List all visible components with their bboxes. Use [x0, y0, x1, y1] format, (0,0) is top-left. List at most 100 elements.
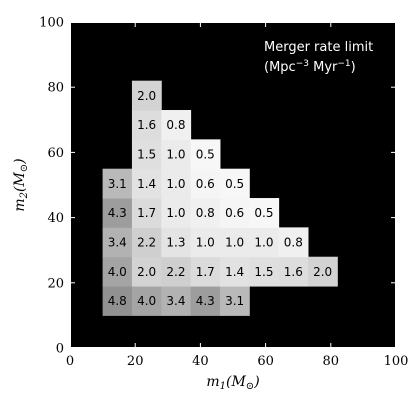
heatmap-cell [161, 227, 192, 258]
x-tick-label: 100 [384, 354, 409, 369]
cell-value-label: 1.0 [225, 236, 244, 250]
heatmap-cell [102, 227, 133, 258]
heatmap-cell [131, 168, 162, 199]
heatmap-cell [190, 168, 221, 199]
heatmap-cell [190, 139, 221, 170]
heatmap-cell [161, 198, 192, 228]
annotation-line2-sup1: −3 [296, 59, 309, 69]
heatmap-cell [219, 168, 250, 199]
cell-value-label: 0.6 [225, 206, 244, 220]
cell-value-label: 1.0 [166, 177, 185, 191]
cell-value-label: 3.4 [108, 236, 127, 250]
heatmap-cell [190, 256, 221, 287]
cell-value-label: 1.4 [137, 177, 156, 191]
cell-value-label: 1.0 [166, 148, 185, 162]
cell-value-label: 1.0 [166, 206, 185, 220]
x-axis-label-close: ) [253, 374, 259, 390]
x-axis-label-sub: 1 [220, 381, 226, 392]
heatmap-cell [219, 227, 250, 258]
x-tick-label: 0 [66, 354, 74, 369]
cell-value-label: 3.1 [108, 177, 127, 191]
cell-value-label: 1.6 [284, 265, 303, 279]
cell-value-label: 4.0 [108, 265, 127, 279]
cell-value-label: 2.0 [137, 89, 156, 103]
cell-value-label: 0.5 [196, 148, 215, 162]
cell-value-label: 0.5 [254, 206, 273, 220]
heatmap-cell [249, 198, 280, 228]
x-axis-label-unit-sub: ⊙ [246, 381, 254, 392]
cell-value-label: 3.4 [166, 294, 185, 308]
cell-value-label: 1.5 [137, 148, 156, 162]
y-tick-label: 100 [39, 16, 64, 31]
cell-value-label: 3.1 [225, 294, 244, 308]
heatmap-cell [190, 286, 221, 316]
heatmap-cell [131, 198, 162, 228]
cell-value-label: 0.5 [225, 177, 244, 191]
heatmap-cell [102, 168, 133, 199]
cells-layer: 4.8 4.0 3.4 4.3 3.1 4.0 2.0 2.2 1.7 1.4 1.5 1.6 2.0 3… [102, 80, 338, 316]
heatmap-cell [102, 286, 133, 316]
heatmap-cell [131, 227, 162, 258]
cell-value-label: 4.3 [108, 206, 127, 220]
heatmap-cell [102, 198, 133, 228]
x-tick-label: 40 [192, 354, 209, 369]
x-tick-label: 80 [323, 354, 340, 369]
x-tick-label: 60 [257, 354, 274, 369]
cell-value-label: 1.0 [254, 236, 273, 250]
cell-value-label: 1.3 [166, 236, 185, 250]
annotation-line2: (Mpc−3 Myr−1) [264, 59, 356, 75]
y-tick-label: 80 [47, 81, 64, 96]
cell-value-label: 1.6 [137, 118, 156, 132]
y-axis-label-unit: (M [12, 172, 28, 192]
cell-value-label: 1.7 [137, 206, 156, 220]
heatmap-cell [161, 286, 192, 316]
cell-value-label: 0.8 [166, 118, 185, 132]
y-axis-label-unit-sub: ⊙ [19, 164, 30, 172]
cell-value-label: 0.8 [284, 236, 303, 250]
annotation-line2-prefix: (Mpc [264, 60, 296, 75]
y-tick-label: 0 [56, 342, 64, 357]
y-axis-label-main: m [12, 198, 28, 211]
heatmap-cell [131, 286, 162, 316]
heatmap-cell [249, 256, 280, 287]
cell-value-label: 2.0 [313, 265, 332, 279]
heatmap-cell [219, 198, 250, 228]
heatmap-cell [219, 256, 250, 287]
cell-value-label: 2.2 [166, 265, 185, 279]
annotation-line2-sup2: −1 [337, 59, 350, 69]
cell-value-label: 2.0 [137, 265, 156, 279]
heatmap-cell [190, 227, 221, 258]
heatmap-cell [131, 139, 162, 170]
heatmap-cell [161, 168, 192, 199]
y-axis-label: m2(M⊙) [12, 158, 30, 211]
x-axis-label: m1(M⊙) [206, 374, 259, 392]
x-axis-label-main: m [206, 374, 219, 390]
heatmap-cell [249, 227, 280, 258]
cell-value-label: 1.7 [196, 265, 215, 279]
y-axis-label-sub: 2 [19, 192, 30, 199]
heatmap-cell [161, 256, 192, 287]
y-tick-label: 20 [47, 276, 64, 291]
heatmap-cell [161, 139, 192, 170]
heatmap-cell [102, 256, 133, 287]
ticks-layer: 0 20 40 60 80 100 0 20 40 60 80 100 [39, 16, 408, 370]
heatmap-cell [131, 256, 162, 287]
heatmap-cell [131, 110, 162, 140]
cell-value-label: 4.8 [108, 294, 127, 308]
x-tick-label: 20 [127, 354, 144, 369]
x-axis-label-unit: (M [226, 374, 246, 390]
heatmap-cell [219, 286, 250, 316]
cell-value-label: 2.2 [137, 236, 156, 250]
cell-value-label: 1.0 [196, 236, 215, 250]
y-tick-label: 60 [47, 146, 64, 161]
y-tick-label: 40 [47, 211, 64, 226]
cell-value-label: 0.8 [196, 206, 215, 220]
heatmap-cell [278, 256, 309, 287]
y-axis-label-close: ) [12, 158, 28, 164]
heatmap-cell [190, 198, 221, 228]
cell-value-label: 1.5 [254, 265, 273, 279]
plot-frame [69, 21, 397, 349]
annotation-line2-mid: Myr [309, 60, 338, 75]
heatmap-cell [131, 80, 162, 111]
